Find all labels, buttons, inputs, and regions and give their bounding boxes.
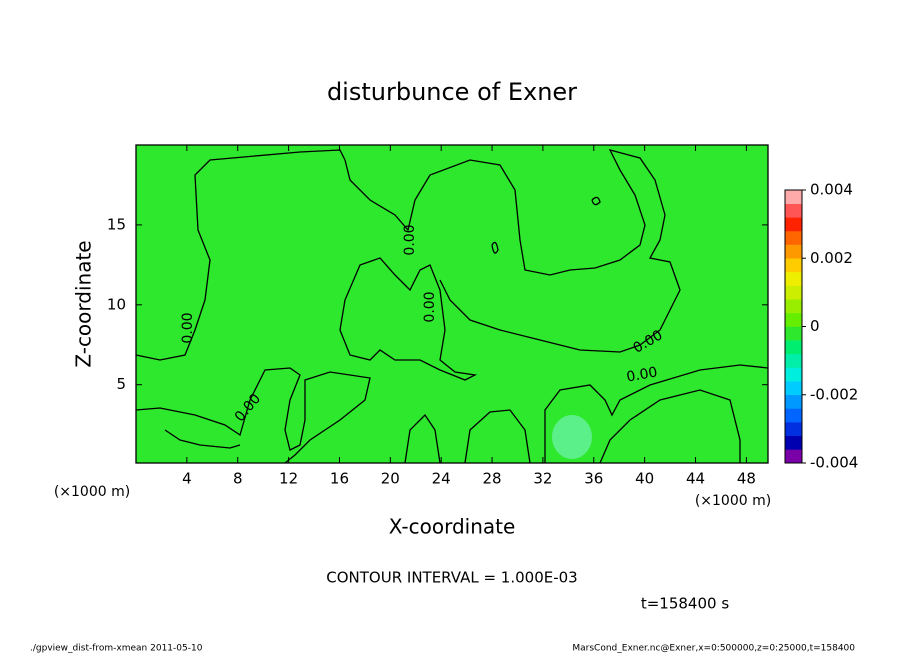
field-patch <box>552 415 592 459</box>
colorbar-band <box>785 299 802 314</box>
colorbar-band <box>785 367 802 382</box>
y-tick-label: 5 <box>116 375 126 393</box>
colorbar-band <box>785 190 802 204</box>
time-label: t=158400 s <box>641 595 729 613</box>
x-unit-label: (×1000 m) <box>54 484 130 500</box>
x-tick-label: 40 <box>635 470 654 488</box>
colorbar-band <box>785 230 802 245</box>
footer: ./gpview_dist-from-xmean 2011-05-10 <box>30 644 203 654</box>
y-tick-label: 10 <box>107 295 126 313</box>
colorbar-band <box>785 217 802 232</box>
contour-label: 0.00 <box>180 312 196 343</box>
contour-label: 0.00 <box>422 291 438 322</box>
x-axis-label: X-coordinate <box>389 515 516 539</box>
contour-label: 0.00 <box>402 224 418 255</box>
colorbar-band <box>785 258 802 273</box>
y-axis-label: Z-coordinate <box>72 240 96 367</box>
colorbar-band <box>785 435 802 450</box>
x-tick-label: 8 <box>233 470 243 488</box>
plot-area <box>136 145 768 463</box>
x-tick-label: 48 <box>737 470 756 488</box>
colorbar-band <box>785 285 802 300</box>
colorbar-tick-label: 0 <box>810 317 820 335</box>
x-tick-label: 44 <box>686 470 705 488</box>
footer: MarsCond_Exner.nc@Exner,x=0:500000,z=0:2… <box>572 644 855 654</box>
plot-frame <box>135 144 769 464</box>
x-tick-label: 32 <box>533 470 552 488</box>
colorbar-band <box>785 340 802 355</box>
colorbar-band <box>785 244 802 259</box>
x-tick-label: 20 <box>381 470 400 488</box>
colorbar-tick-label: 0.004 <box>810 181 853 199</box>
x-tick-label: 4 <box>182 470 192 488</box>
colorbar-band <box>785 353 802 368</box>
colorbar-band <box>785 326 802 341</box>
x-unit-label: (×1000 m) <box>695 493 771 509</box>
colorbar-band <box>785 408 802 423</box>
x-tick-label: 36 <box>584 470 603 488</box>
colorbar-band <box>785 381 802 396</box>
contour-lines <box>135 149 769 464</box>
y-tick-label: 15 <box>107 215 126 233</box>
annotation: CONTOUR INTERVAL = 1.000E-03 <box>326 569 577 587</box>
x-tick-label: 24 <box>432 470 451 488</box>
x-tick-label: 12 <box>279 470 298 488</box>
colorbar-band <box>785 312 802 327</box>
colorbar-tick-label: 0.002 <box>810 249 853 267</box>
x-tick-label: 16 <box>330 470 349 488</box>
x-tick-label: 28 <box>483 470 502 488</box>
colorbar-tick-label: -0.004 <box>810 454 858 472</box>
colorbar-band <box>785 203 802 218</box>
colorbar-band <box>785 271 802 286</box>
colorbar-band <box>785 449 802 464</box>
colorbar-tick-label: -0.002 <box>810 385 858 403</box>
colorbar-band <box>785 422 802 436</box>
colorbar-band <box>785 394 802 409</box>
contour-label: 0.00 <box>625 364 658 385</box>
chart-title: disturbunce of Exner <box>327 78 577 106</box>
